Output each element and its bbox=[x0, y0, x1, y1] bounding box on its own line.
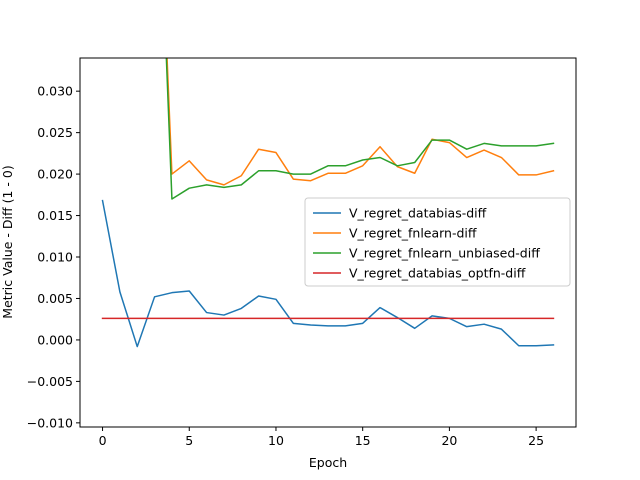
x-tick-label: 0 bbox=[99, 433, 107, 448]
legend-label: V_regret_fnlearn_unbiased-diff bbox=[349, 246, 540, 261]
y-axis-label: Metric Value - Diff (1 - 0) bbox=[0, 165, 15, 318]
x-axis-label: Epoch bbox=[309, 455, 347, 470]
y-tick-label: 0.025 bbox=[37, 125, 73, 140]
y-tick-label: −0.010 bbox=[27, 415, 73, 430]
y-tick-label: −0.005 bbox=[27, 374, 73, 389]
y-tick-label: 0.000 bbox=[37, 332, 73, 347]
legend-box bbox=[304, 197, 571, 287]
x-tick-label: 25 bbox=[528, 433, 544, 448]
legend-label: V_regret_fnlearn-diff bbox=[349, 226, 477, 241]
legend: V_regret_databias-diff V_regret_fnlearn-d… bbox=[304, 197, 571, 287]
y-tick-label: 0.010 bbox=[37, 250, 73, 265]
x-tick-label: 15 bbox=[355, 433, 371, 448]
y-tick-label: 0.005 bbox=[37, 291, 73, 306]
y-axis: −0.010 −0.005 0.000 0.005 0.010 0.015 0.020 0.0… bbox=[27, 84, 80, 430]
x-tick-label: 5 bbox=[185, 433, 193, 448]
legend-label: V_regret_databias_optfn-diff bbox=[349, 266, 526, 281]
series-line-1 bbox=[166, 58, 555, 186]
legend-label: V_regret_databias-diff bbox=[349, 206, 487, 221]
y-tick-label: 0.030 bbox=[37, 84, 73, 99]
plot-frame bbox=[79, 57, 577, 428]
x-tick-label: 20 bbox=[441, 433, 457, 448]
y-tick-label: 0.020 bbox=[37, 167, 73, 182]
series-line-2 bbox=[165, 58, 555, 200]
x-tick-label: 10 bbox=[268, 433, 284, 448]
series-line-0 bbox=[101, 199, 555, 348]
series-layer bbox=[101, 58, 555, 348]
x-axis: 0 5 10 15 20 25 bbox=[99, 427, 544, 448]
y-tick-label: 0.015 bbox=[37, 208, 73, 223]
